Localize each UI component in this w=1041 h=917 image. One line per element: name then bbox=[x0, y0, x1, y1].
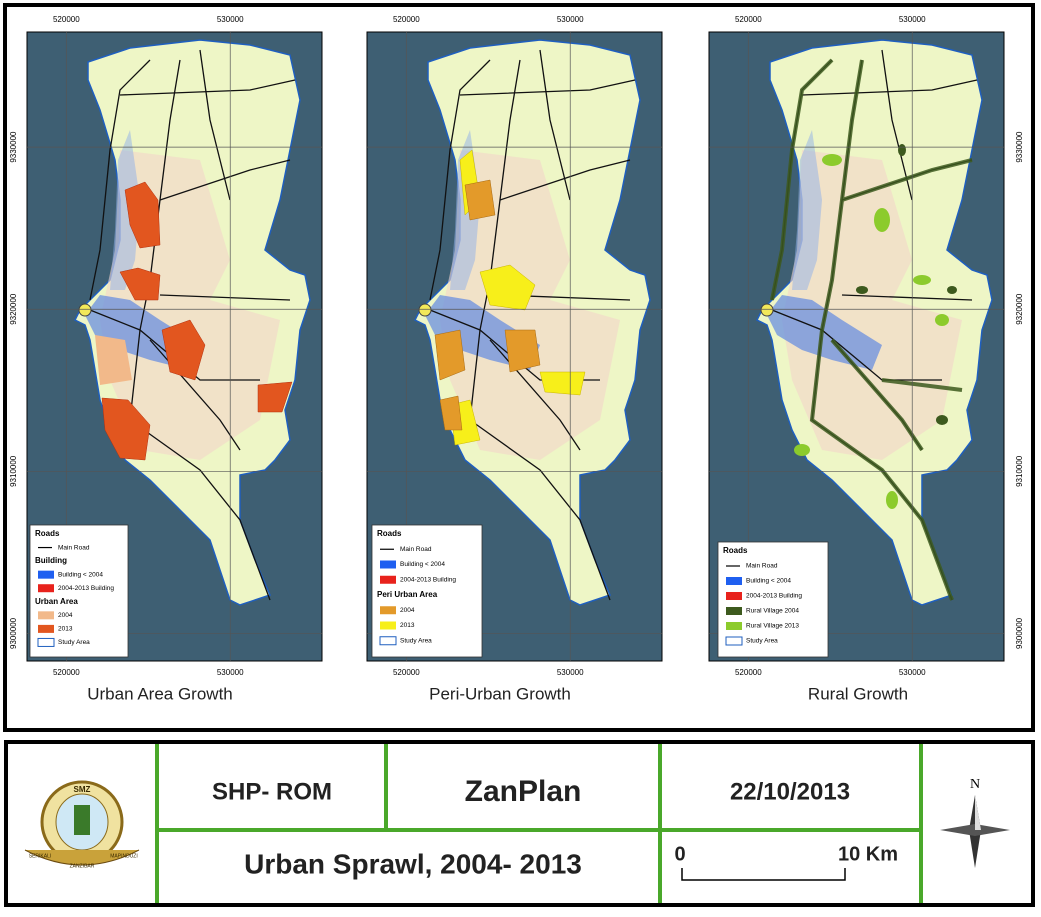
legend-label: 2004-2013 Building bbox=[400, 576, 456, 583]
x-coord-label: 520000 bbox=[735, 668, 762, 677]
logo-left: SERIKALI bbox=[29, 853, 52, 859]
x-coord-label: 520000 bbox=[393, 668, 420, 677]
panel-title: Peri-Urban Growth bbox=[429, 684, 571, 703]
legend-label: 2013 bbox=[400, 622, 415, 629]
y-coord-label: 9330000 bbox=[1015, 131, 1024, 163]
scale-start: 0 bbox=[674, 843, 685, 865]
logo-bottom: ZANZIBAR bbox=[70, 863, 95, 869]
date: 22/10/2013 bbox=[730, 778, 850, 805]
legend-swatch bbox=[725, 636, 743, 646]
legend-box bbox=[371, 524, 483, 658]
north-label: N bbox=[970, 777, 980, 792]
legend-swatch bbox=[38, 570, 54, 579]
map-border bbox=[366, 31, 663, 662]
legend-heading: Roads bbox=[35, 529, 60, 538]
legend-swatch bbox=[380, 606, 396, 615]
north-arrow bbox=[940, 795, 1010, 868]
legend-label: Main Road bbox=[58, 544, 90, 551]
legend-swatch bbox=[38, 624, 54, 633]
legend-swatch bbox=[726, 622, 742, 630]
legend-label: Building < 2004 bbox=[746, 578, 791, 585]
logo-top: SMZ bbox=[74, 785, 91, 794]
project: ZanPlan bbox=[465, 775, 582, 808]
legend-label: 2004-2013 Building bbox=[58, 585, 114, 592]
legend-swatch bbox=[380, 560, 396, 569]
legend-label: 2004 bbox=[58, 612, 73, 619]
y-coord-label: 9320000 bbox=[9, 293, 18, 325]
legend-swatch bbox=[726, 592, 742, 600]
map-urban bbox=[27, 32, 322, 661]
title-block bbox=[4, 740, 1035, 907]
legend-swatch bbox=[726, 607, 742, 615]
panel-title: Rural Growth bbox=[808, 684, 908, 703]
organization: SHP- ROM bbox=[212, 778, 332, 805]
map-border bbox=[708, 31, 1005, 662]
legend-label: Rural Village 2004 bbox=[746, 608, 799, 615]
x-coord-label: 520000 bbox=[53, 668, 80, 677]
legend-label: 2004 bbox=[400, 607, 415, 614]
x-coord-label: 530000 bbox=[899, 668, 926, 677]
legend-swatch bbox=[37, 637, 55, 647]
x-coord-label: 520000 bbox=[53, 15, 80, 24]
x-coord-label: 530000 bbox=[557, 15, 584, 24]
y-coord-label: 9310000 bbox=[1015, 455, 1024, 487]
legend-heading: Peri Urban Area bbox=[377, 590, 438, 599]
legend-heading: Urban Area bbox=[35, 597, 78, 606]
scale-bar bbox=[681, 868, 846, 881]
y-coord-label: 9320000 bbox=[1015, 293, 1024, 325]
legend-swatch bbox=[380, 575, 396, 584]
map-rural bbox=[709, 32, 1004, 661]
legend-label: Study Area bbox=[58, 639, 90, 646]
map-border bbox=[26, 31, 323, 662]
legend-swatch bbox=[38, 611, 54, 620]
legend-heading: Roads bbox=[723, 546, 748, 555]
x-coord-label: 520000 bbox=[393, 15, 420, 24]
x-coord-label: 530000 bbox=[217, 668, 244, 677]
legend-heading: Roads bbox=[377, 529, 402, 538]
legend-swatch bbox=[726, 577, 742, 585]
legend-label: Study Area bbox=[400, 637, 432, 644]
scale-end: 10 Km bbox=[838, 843, 898, 865]
x-coord-label: 520000 bbox=[735, 15, 762, 24]
legend-swatch bbox=[38, 584, 54, 593]
legend-label: Study Area bbox=[746, 638, 778, 645]
legend-label: Rural Village 2013 bbox=[746, 623, 799, 630]
x-coord-label: 530000 bbox=[899, 15, 926, 24]
map-panel: 520000 520000 530000 530000 bbox=[366, 15, 663, 677]
y-coord-label: 9330000 bbox=[9, 131, 18, 163]
map-peri-urban bbox=[367, 32, 662, 661]
title-block-lines bbox=[155, 744, 923, 903]
logo-right: MAPINDUZI bbox=[110, 853, 138, 859]
legend-label: Building < 2004 bbox=[58, 571, 103, 578]
legend-heading: Building bbox=[35, 556, 67, 565]
y-coord-label: 9300000 bbox=[1015, 617, 1024, 649]
logo bbox=[24, 780, 140, 866]
legend-label: Main Road bbox=[400, 546, 432, 553]
y-coord-label: 9300000 bbox=[9, 617, 18, 649]
x-coord-label: 530000 bbox=[217, 15, 244, 24]
legend-label: 2004-2013 Building bbox=[746, 593, 802, 600]
legend-swatch bbox=[379, 636, 397, 646]
legend-swatch bbox=[380, 621, 396, 630]
map-title: Urban Sprawl, 2004- 2013 bbox=[244, 848, 582, 879]
map-frame bbox=[3, 3, 1035, 732]
panel-title: Urban Area Growth bbox=[87, 684, 233, 703]
map-panel: 520000 520000 530000 530000 9330000 9320000 93… bbox=[9, 15, 323, 677]
y-coord-label: 9310000 bbox=[9, 455, 18, 487]
legend-label: Main Road bbox=[746, 563, 778, 570]
legend-label: Building < 2004 bbox=[400, 561, 445, 568]
x-coord-label: 530000 bbox=[557, 668, 584, 677]
legend-label: 2013 bbox=[58, 626, 73, 633]
